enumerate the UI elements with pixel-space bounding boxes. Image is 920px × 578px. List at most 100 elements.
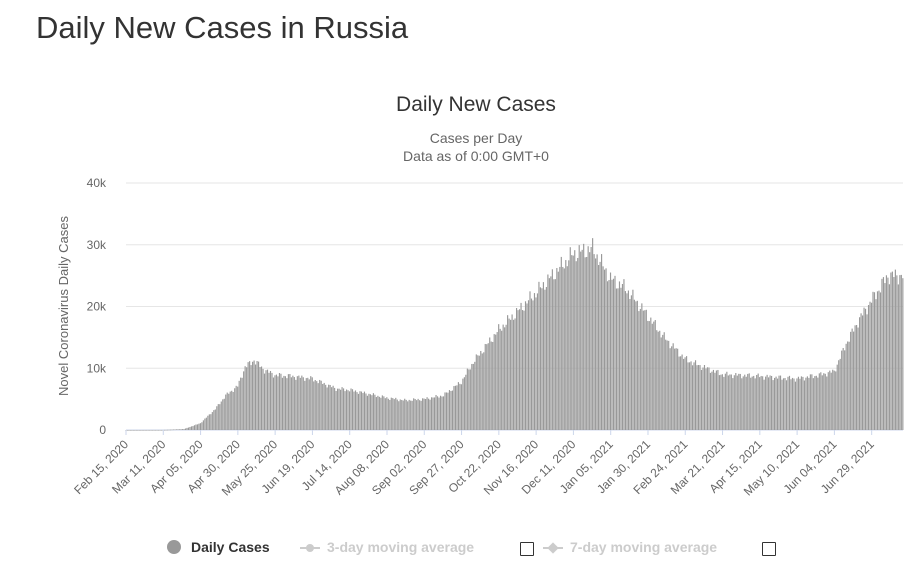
daily-cases-bar	[823, 373, 825, 430]
daily-cases-bar	[551, 269, 553, 430]
checkbox-3-day-ma[interactable]	[520, 542, 534, 556]
daily-cases-bar	[225, 394, 227, 430]
legend-label-daily-cases: Daily Cases	[191, 539, 270, 555]
daily-cases-bar	[326, 387, 328, 430]
daily-cases-bar	[508, 318, 510, 430]
daily-cases-bar	[286, 378, 288, 430]
legend-dot-icon	[167, 540, 181, 554]
daily-cases-bar	[527, 300, 530, 430]
daily-cases-bar	[510, 319, 512, 430]
daily-cases-bar	[768, 377, 770, 430]
daily-cases-bar	[495, 334, 497, 430]
daily-cases-bar	[390, 397, 392, 430]
daily-cases-bar	[735, 372, 737, 430]
daily-cases-bar	[663, 332, 665, 430]
daily-cases-bar	[802, 376, 804, 430]
daily-cases-bar	[623, 279, 625, 430]
daily-cases-bar	[645, 309, 647, 430]
daily-cases-bar	[887, 277, 889, 430]
daily-cases-bar	[241, 377, 243, 430]
daily-cases-bar	[617, 288, 619, 430]
daily-cases-bar	[138, 429, 140, 431]
daily-cases-bar	[744, 374, 746, 430]
daily-cases-bar	[386, 397, 388, 430]
daily-cases-bar	[878, 290, 880, 430]
daily-cases-bar	[480, 350, 482, 430]
daily-cases-bar	[438, 397, 440, 430]
daily-cases-bar	[250, 365, 252, 430]
daily-cases-bar	[341, 387, 343, 430]
daily-cases-bar	[601, 254, 603, 430]
daily-cases-bar	[445, 392, 448, 430]
daily-cases-bar	[371, 395, 373, 430]
daily-cases-bar	[835, 371, 837, 430]
daily-cases-bar	[668, 340, 670, 430]
daily-cases-bar	[433, 397, 436, 430]
daily-cases-bar	[501, 330, 503, 430]
daily-cases-bar	[149, 429, 151, 431]
daily-cases-bar	[654, 320, 656, 430]
daily-cases-bar	[565, 260, 567, 430]
daily-cases-bar	[184, 428, 187, 430]
daily-cases-bar	[556, 268, 558, 430]
daily-cases-bar	[141, 429, 143, 431]
page-title: Daily New Cases in Russia	[36, 10, 409, 45]
daily-cases-bar	[331, 387, 333, 430]
y-tick-label: 20k	[87, 300, 107, 314]
daily-cases-bar	[477, 355, 479, 430]
daily-cases-bar	[595, 258, 597, 430]
daily-cases-bar	[313, 381, 315, 430]
daily-cases-bar	[374, 394, 376, 430]
daily-cases-bar	[635, 301, 637, 430]
daily-cases-bar	[398, 401, 400, 430]
daily-cases-bar	[217, 404, 219, 430]
daily-cases-bar	[507, 315, 509, 430]
daily-cases-bar	[444, 392, 446, 430]
daily-cases-bar	[284, 376, 286, 430]
daily-cases-bar	[404, 398, 406, 430]
daily-cases-bar	[571, 255, 573, 430]
daily-cases-bar	[340, 389, 342, 430]
daily-cases-bar	[514, 318, 516, 430]
daily-cases-bar	[529, 291, 531, 430]
daily-cases-bar	[717, 369, 719, 430]
daily-cases-bar	[408, 399, 410, 430]
daily-cases-bar	[872, 291, 874, 430]
checkbox-7-day-ma[interactable]	[762, 542, 776, 556]
daily-cases-bar	[262, 368, 264, 430]
daily-cases-bar	[201, 422, 203, 430]
daily-cases-bar	[674, 348, 676, 430]
daily-cases-bar	[171, 429, 173, 431]
daily-cases-bar	[650, 317, 652, 430]
daily-cases-bar	[851, 328, 853, 430]
daily-cases-bar	[574, 250, 576, 430]
line-diamond-marker-icon	[543, 547, 563, 549]
daily-cases-bar	[830, 372, 832, 430]
daily-cases-bar	[436, 396, 439, 430]
daily-cases-bar	[797, 376, 800, 430]
daily-cases-bar	[192, 426, 194, 430]
daily-cases-bar	[876, 291, 879, 430]
daily-cases-bar	[681, 354, 683, 430]
daily-cases-bar	[569, 247, 571, 430]
daily-cases-bar	[778, 375, 780, 430]
daily-cases-bar	[554, 279, 556, 430]
y-tick-labels: 0 10k 20k 30k 40k	[87, 176, 107, 437]
daily-cases-bar	[763, 379, 765, 430]
daily-cases-bar	[344, 391, 346, 430]
daily-cases-bar	[678, 356, 680, 430]
daily-cases-bar	[583, 243, 585, 430]
daily-cases-bar	[708, 367, 710, 430]
daily-cases-bar	[545, 287, 547, 430]
daily-cases-bar	[515, 308, 518, 430]
daily-cases-bar	[253, 360, 255, 430]
daily-cases-bar	[302, 377, 304, 430]
daily-cases-bar	[653, 321, 655, 430]
daily-cases-bar	[459, 383, 461, 430]
daily-cases-bar	[627, 290, 629, 430]
daily-cases-bar	[790, 379, 792, 430]
daily-cases-bar	[489, 337, 491, 430]
daily-cases-bar	[648, 321, 650, 430]
daily-cases-bar	[323, 382, 325, 430]
daily-cases-bar	[870, 302, 873, 430]
